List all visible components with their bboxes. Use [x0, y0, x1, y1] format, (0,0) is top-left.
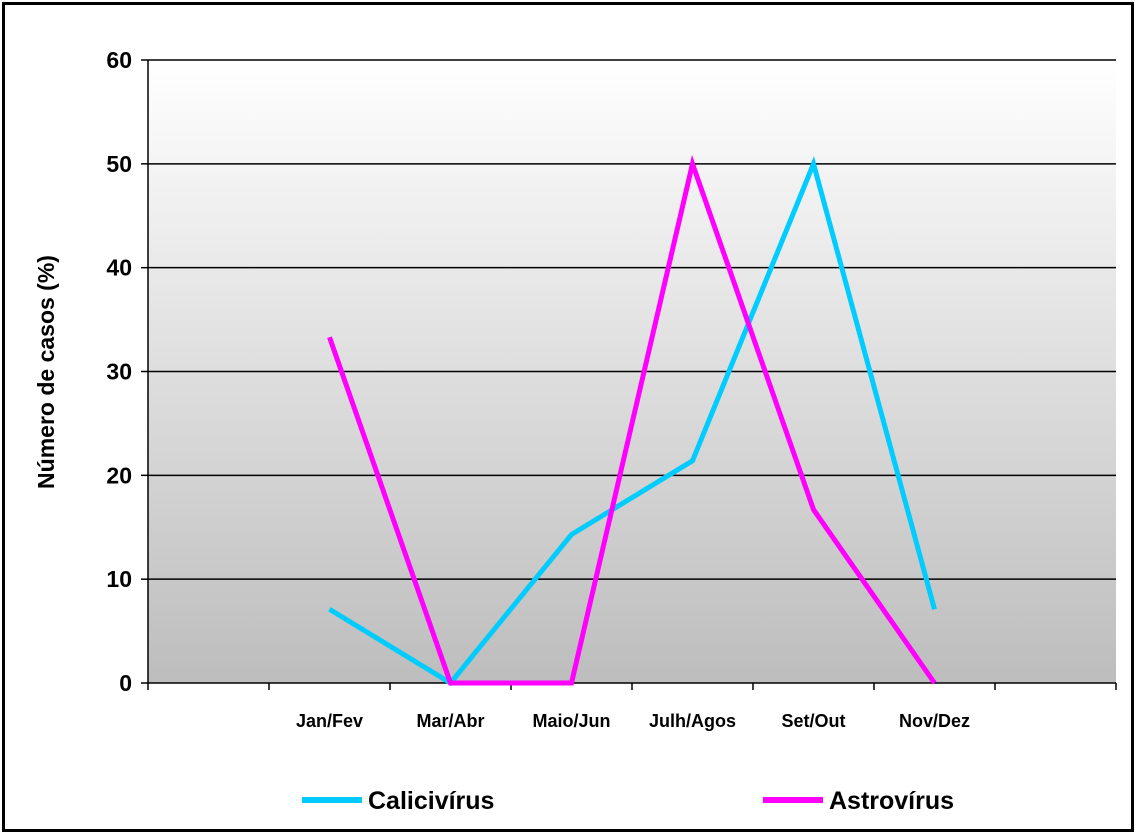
x-tick-label: Julh/Agos	[649, 711, 736, 731]
legend-label: Astrovírus	[829, 787, 954, 815]
y-tick-label: 30	[106, 359, 132, 385]
y-axis-title: Número de casos (%)	[33, 255, 59, 489]
legend-label: Calicivírus	[368, 787, 494, 815]
legend: Calicivírus Astrovírus	[302, 787, 954, 815]
y-tick-label: 20	[106, 462, 132, 488]
x-tick-label: Set/Out	[781, 711, 845, 731]
y-tick-label: 40	[106, 255, 132, 281]
x-tick-label: Maio/Jun	[532, 711, 610, 731]
y-tick-label: 10	[106, 566, 132, 592]
x-tick-label: Nov/Dez	[899, 711, 970, 731]
x-tick-label: Mar/Abr	[416, 711, 484, 731]
x-tick-label: Jan/Fev	[296, 711, 363, 731]
y-tick-label: 60	[106, 47, 132, 73]
y-tick-label: 50	[106, 151, 132, 177]
y-tick-label: 0	[119, 670, 132, 696]
